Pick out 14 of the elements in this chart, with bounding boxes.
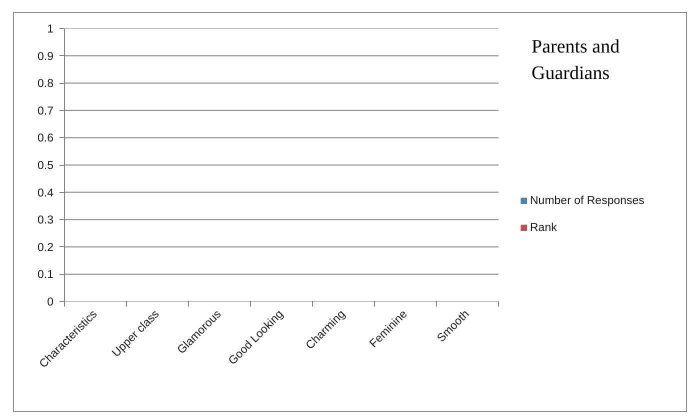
y-tick-label: 0.2 — [38, 242, 54, 254]
legend-label: Rank — [530, 220, 557, 235]
text: Parents and Guardians — [532, 36, 620, 84]
y-tick-label: 0.8 — [38, 78, 54, 90]
y-tick-label: 0 — [47, 296, 54, 308]
y-tick-label: 0.7 — [38, 105, 54, 118]
y-tick-label: 0.1 — [38, 269, 54, 282]
y-tick-label: 0.4 — [38, 187, 54, 200]
y-tick-label: 0.9 — [38, 50, 54, 63]
y-tick-label: 0.5 — [38, 160, 54, 172]
y-tick-label: 1 — [47, 24, 54, 36]
y-tick-label: 0.6 — [38, 132, 54, 145]
y-tick-label: 0.3 — [38, 214, 54, 227]
legend-label: Number of Responses — [530, 194, 644, 208]
